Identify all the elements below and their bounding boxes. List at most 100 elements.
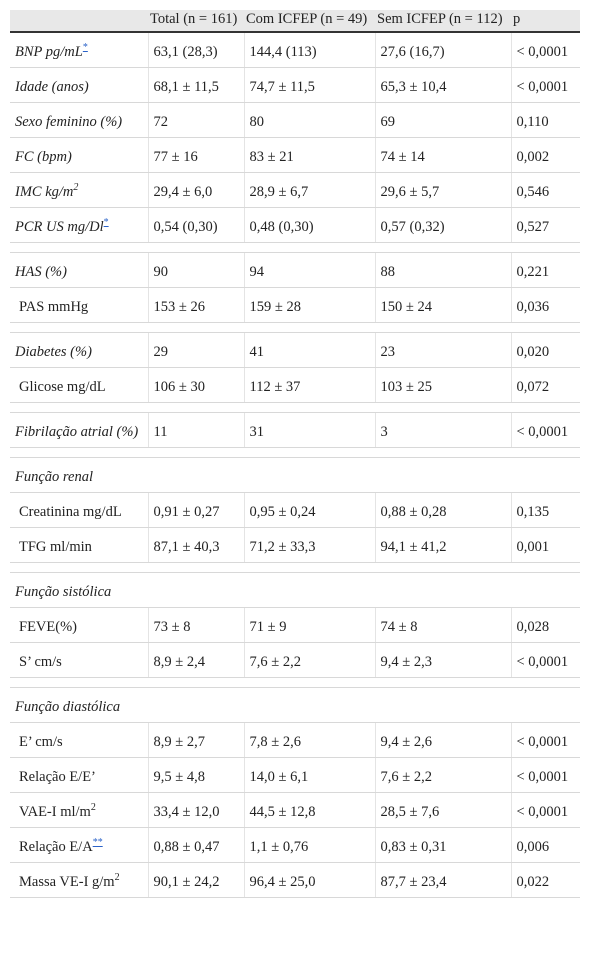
- row-label: Idade (anos): [10, 67, 149, 103]
- cell-sem: 0,57 (0,32): [375, 207, 512, 243]
- footnote-link[interactable]: *: [82, 42, 88, 54]
- cell-com: 14,0 ± 6,1: [244, 757, 376, 793]
- cell-p: 0,110: [511, 102, 580, 138]
- spacer-row: [10, 677, 580, 688]
- cell-total: 68,1 ± 11,5: [148, 67, 245, 103]
- table-row: TFG ml/min 87,1 ± 40,3 71,2 ± 33,3 94,1 …: [10, 527, 580, 563]
- cell-sem: 0,83 ± 0,31: [375, 827, 512, 863]
- label-text: BNP pg/mL: [15, 44, 83, 60]
- table-row: Relação E/E’ 9,5 ± 4,8 14,0 ± 6,1 7,6 ± …: [10, 757, 580, 793]
- table-row: FEVE(%) 73 ± 8 71 ± 9 74 ± 8 0,028: [10, 607, 580, 643]
- cell-total: 0,54 (0,30): [148, 207, 245, 243]
- cell-p: 0,002: [511, 137, 580, 173]
- section-heading-diastolic: Função diastólica: [10, 687, 580, 723]
- footnote-link[interactable]: *: [103, 217, 109, 229]
- cell-total: 87,1 ± 40,3: [148, 527, 245, 563]
- cell-com: 0,48 (0,30): [244, 207, 376, 243]
- cell-total: 8,9 ± 2,7: [148, 722, 245, 758]
- cell-total: 9,5 ± 4,8: [148, 757, 245, 793]
- header-p: p: [511, 10, 580, 33]
- cell-com: 80: [244, 102, 376, 138]
- cell-com: 144,4 (113): [244, 32, 376, 68]
- row-label: HAS (%): [10, 252, 149, 288]
- cell-p: < 0,0001: [511, 67, 580, 103]
- cell-sem: 23: [375, 332, 512, 368]
- header-com-icfep: Com ICFEP (n = 49): [244, 10, 375, 33]
- cell-total: 8,9 ± 2,4: [148, 642, 245, 678]
- table-row: Massa VE-I g/m2 90,1 ± 24,2 96,4 ± 25,0 …: [10, 862, 580, 898]
- cell-total: 29: [148, 332, 245, 368]
- row-label: FEVE(%): [10, 607, 149, 643]
- row-label: FC (bpm): [10, 137, 149, 173]
- cell-com: 96,4 ± 25,0: [244, 862, 376, 898]
- cell-sem: 9,4 ± 2,6: [375, 722, 512, 758]
- cell-p: 0,020: [511, 332, 580, 368]
- table-row: PAS mmHg 153 ± 26 159 ± 28 150 ± 24 0,03…: [10, 287, 580, 323]
- cell-total: 29,4 ± 6,0: [148, 172, 245, 208]
- table-header: Total (n = 161) Com ICFEP (n = 49) Sem I…: [10, 10, 580, 33]
- row-label: E’ cm/s: [10, 722, 149, 758]
- spacer-row: [10, 322, 580, 333]
- cell-com: 112 ± 37: [244, 367, 376, 403]
- section-heading-renal: Função renal: [10, 457, 580, 493]
- table-row: FC (bpm) 77 ± 16 83 ± 21 74 ± 14 0,002: [10, 137, 580, 173]
- cell-com: 83 ± 21: [244, 137, 376, 173]
- cell-p: < 0,0001: [511, 792, 580, 828]
- row-label: S’ cm/s: [10, 642, 149, 678]
- cell-total: 11: [148, 412, 245, 448]
- section-heading-systolic: Função sistólica: [10, 572, 580, 608]
- label-text: IMC kg/m: [15, 184, 74, 200]
- cell-total: 153 ± 26: [148, 287, 245, 323]
- section-row: Função diastólica: [10, 687, 580, 723]
- cell-sem: 7,6 ± 2,2: [375, 757, 512, 793]
- cell-sem: 65,3 ± 10,4: [375, 67, 512, 103]
- cell-total: 0,91 ± 0,27: [148, 492, 245, 528]
- row-label: Creatinina mg/dL: [10, 492, 149, 528]
- section-row: Função sistólica: [10, 572, 580, 608]
- table-row: IMC kg/m2 29,4 ± 6,0 28,9 ± 6,7 29,6 ± 5…: [10, 172, 580, 208]
- row-label: IMC kg/m2: [10, 172, 149, 208]
- cell-com: 94: [244, 252, 376, 288]
- cell-sem: 74 ± 14: [375, 137, 512, 173]
- cell-p: < 0,0001: [511, 32, 580, 68]
- label-text: VAE-I ml/m: [19, 804, 91, 820]
- cell-p: < 0,0001: [511, 757, 580, 793]
- table-row: HAS (%) 90 94 88 0,221: [10, 252, 580, 288]
- footnote-link[interactable]: **: [92, 837, 103, 849]
- table-body: BNP pg/mL* 63,1 (28,3) 144,4 (113) 27,6 …: [10, 32, 580, 898]
- table-row: Diabetes (%) 29 41 23 0,020: [10, 332, 580, 368]
- cell-p: < 0,0001: [511, 412, 580, 448]
- section-row: Função renal: [10, 457, 580, 493]
- cell-com: 31: [244, 412, 376, 448]
- table-row: PCR US mg/Dl* 0,54 (0,30) 0,48 (0,30) 0,…: [10, 207, 580, 243]
- cell-total: 33,4 ± 12,0: [148, 792, 245, 828]
- row-label: Relação E/E’: [10, 757, 149, 793]
- header-sem-icfep: Sem ICFEP (n = 112): [375, 10, 511, 33]
- cell-com: 74,7 ± 11,5: [244, 67, 376, 103]
- table-row: BNP pg/mL* 63,1 (28,3) 144,4 (113) 27,6 …: [10, 32, 580, 68]
- superscript: 2: [73, 182, 79, 194]
- cell-p: 0,006: [511, 827, 580, 863]
- row-label: Fibrilação atrial (%): [10, 412, 149, 448]
- table-row: Creatinina mg/dL 0,91 ± 0,27 0,95 ± 0,24…: [10, 492, 580, 528]
- superscript: 2: [90, 802, 96, 814]
- cell-com: 1,1 ± 0,76: [244, 827, 376, 863]
- cell-p: 0,546: [511, 172, 580, 208]
- table-row: Glicose mg/dL 106 ± 30 112 ± 37 103 ± 25…: [10, 367, 580, 403]
- cell-sem: 74 ± 8: [375, 607, 512, 643]
- spacer-row: [10, 402, 580, 413]
- cell-sem: 28,5 ± 7,6: [375, 792, 512, 828]
- cell-sem: 150 ± 24: [375, 287, 512, 323]
- table-row: VAE-I ml/m2 33,4 ± 12,0 44,5 ± 12,8 28,5…: [10, 792, 580, 828]
- row-label: TFG ml/min: [10, 527, 149, 563]
- cell-p: < 0,0001: [511, 722, 580, 758]
- header-row: Total (n = 161) Com ICFEP (n = 49) Sem I…: [10, 10, 580, 33]
- cell-p: 0,028: [511, 607, 580, 643]
- row-label: Diabetes (%): [10, 332, 149, 368]
- table-row: Fibrilação atrial (%) 11 31 3 < 0,0001: [10, 412, 580, 448]
- cell-com: 159 ± 28: [244, 287, 376, 323]
- cell-com: 41: [244, 332, 376, 368]
- cell-com: 44,5 ± 12,8: [244, 792, 376, 828]
- cell-p: 0,022: [511, 862, 580, 898]
- cell-sem: 0,88 ± 0,28: [375, 492, 512, 528]
